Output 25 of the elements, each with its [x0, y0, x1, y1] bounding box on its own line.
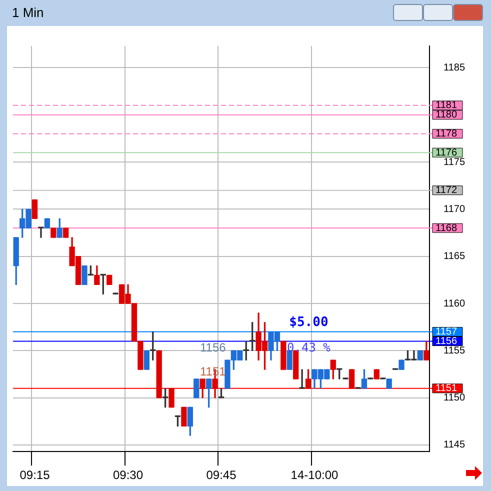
y-tick-label: 1145 — [443, 440, 466, 451]
y-tick-label: 1175 — [443, 156, 466, 168]
ref-line-label: 1156 — [435, 336, 458, 347]
y-tick-label: 1160 — [443, 298, 466, 310]
y-tick-label: 1155 — [443, 345, 466, 356]
x-tick-label: 09:30 — [112, 468, 144, 482]
ref-line-label: 1181 — [435, 100, 458, 112]
y-tick-label: 1165 — [443, 251, 466, 262]
x-tick-label: 09:15 — [20, 468, 50, 482]
annotation: 1156 — [200, 340, 226, 355]
ref-line-label: 1157 — [435, 326, 458, 338]
annotation: $5.00 — [289, 315, 328, 330]
ref-line-label: 1176 — [435, 147, 458, 158]
x-tick-label: 14-10:00 — [290, 468, 339, 482]
ref-line-label: 1172 — [435, 185, 458, 196]
y-tick-label: 1185 — [443, 62, 466, 74]
annotation: 0.43 % — [287, 340, 332, 354]
y-tick-label: 1170 — [443, 204, 466, 215]
x-tick-label: 09:45 — [206, 468, 237, 482]
ref-line-label: 1168 — [435, 222, 458, 234]
ref-line-label: 1178 — [435, 128, 458, 140]
ref-line-label: 1180 — [435, 110, 458, 121]
y-tick-label: 1150 — [443, 392, 466, 404]
chart-title: 1 Min — [12, 5, 44, 20]
ref-line-label: 1151 — [435, 383, 458, 394]
